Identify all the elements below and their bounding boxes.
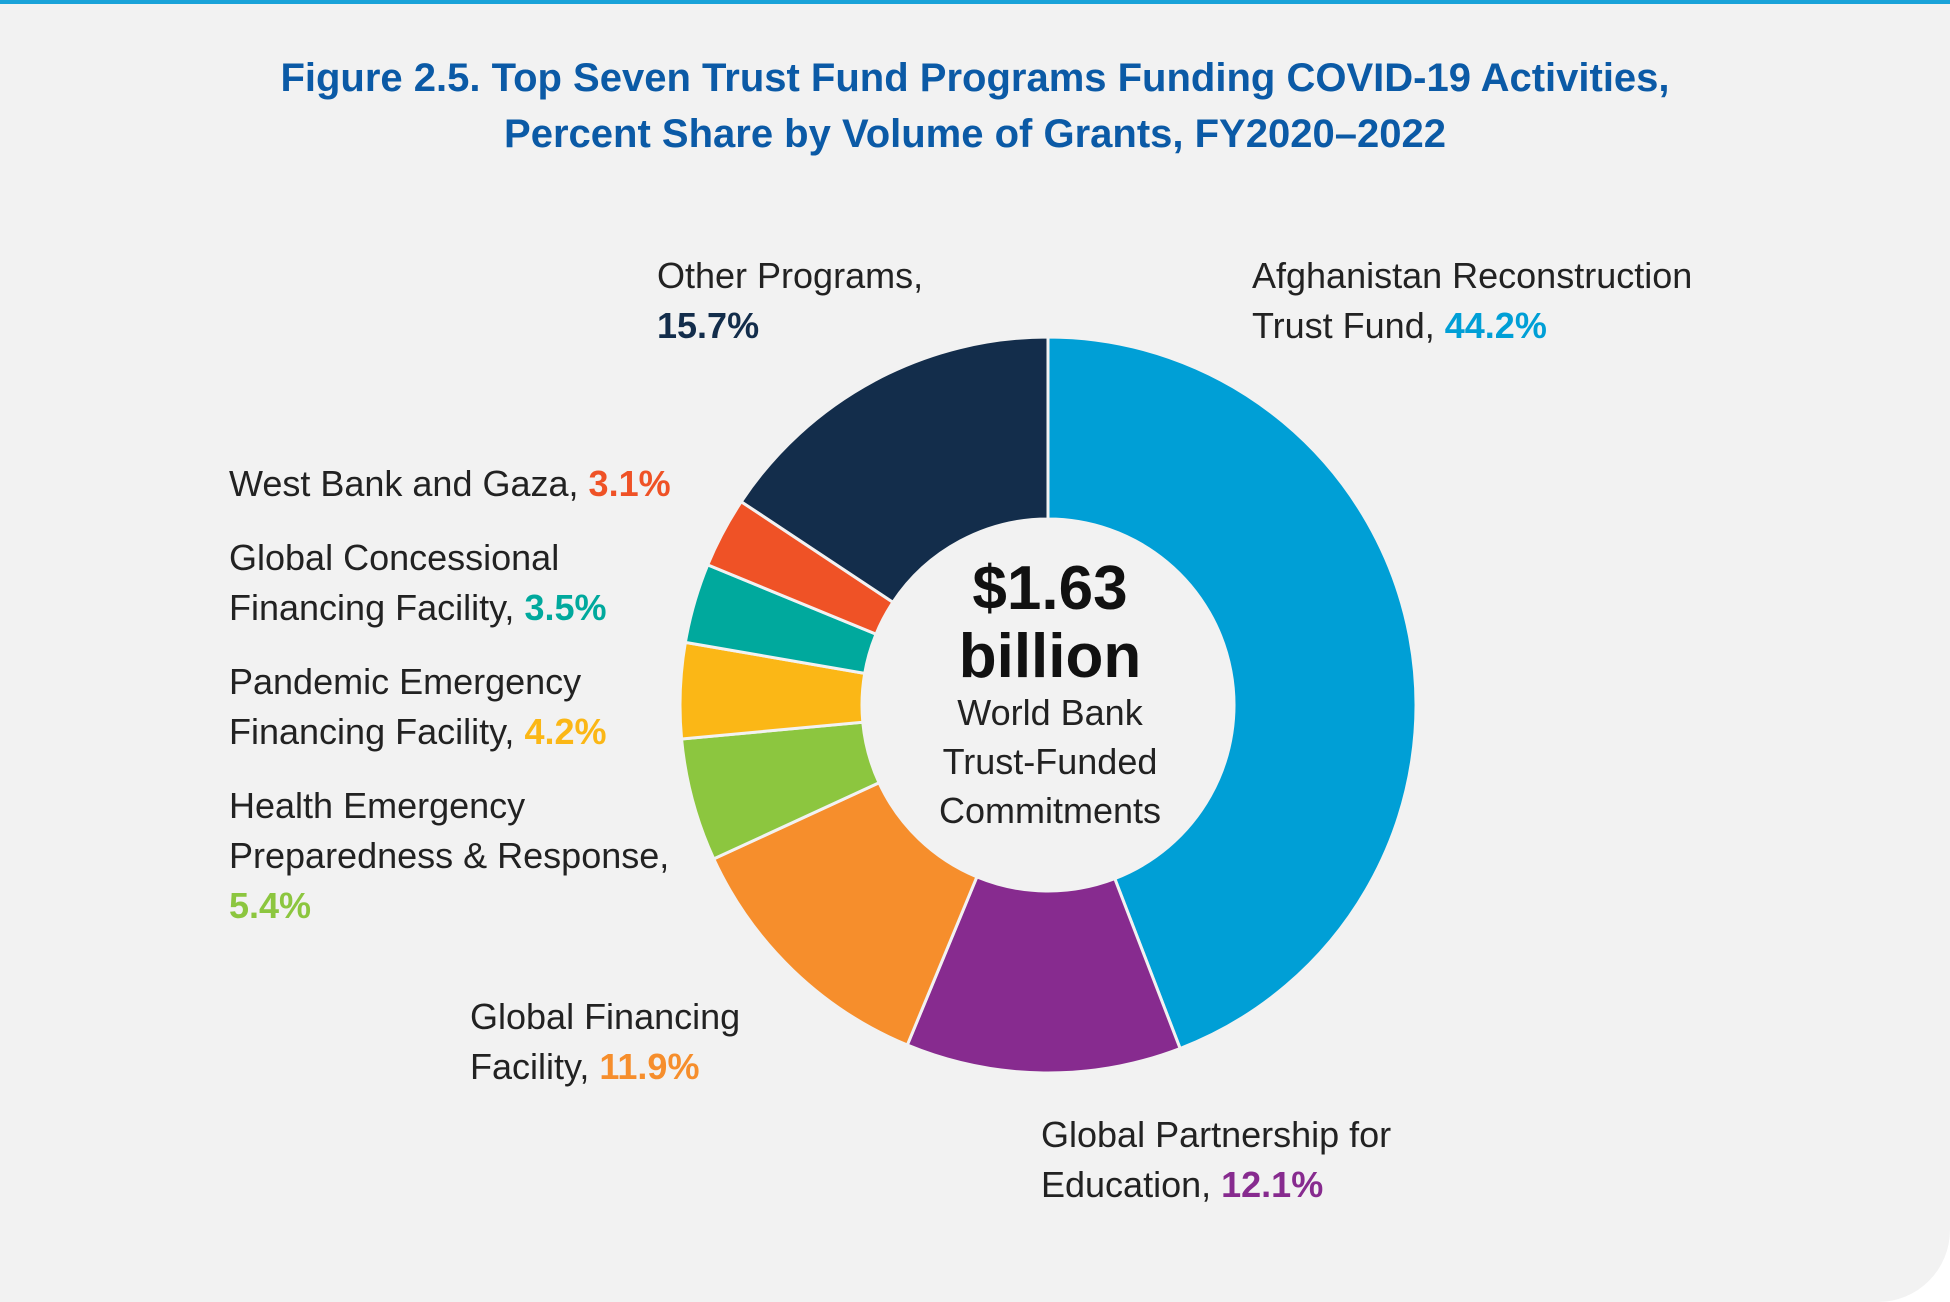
center-amount: $1.63 [972, 554, 1128, 623]
slice-label-other-programs: Other Programs, 15.7% [657, 251, 923, 351]
slice-label-global-financing-facility: Global Financing Facility, 11.9% [470, 996, 741, 1087]
slice-label-health-emergency-preparedness-response: Health Emergency Preparedness & Response… [229, 781, 669, 931]
donut-slice-1 [905, 874, 1183, 1075]
slice-value-label: 5.4% [229, 885, 312, 926]
donut-chart [678, 335, 1418, 1075]
center-caption-line-3: Commitments [938, 790, 1162, 831]
center-caption-line-1: World Bank [957, 692, 1143, 733]
slice-label-global-concessional-financing-facility: Global Concessional Financing Facility, … [229, 537, 607, 628]
slice-label-global-partnership-for-education: Global Partnership for Education, 12.1% [1041, 1114, 1392, 1205]
chart-title-line-2: Percent Share by Volume of Grants, FY202… [504, 112, 1446, 156]
chart-title-line-1: Figure 2.5. Top Seven Trust Fund Program… [280, 56, 1670, 100]
donut-slice-7 [739, 335, 1050, 605]
slice-label-afghanistan-reconstruction-trust-fund: Afghanistan Reconstruction Trust Fund, 4… [1252, 255, 1693, 346]
slice-value-label: 12.1% [1221, 1164, 1324, 1205]
donut-hole [863, 520, 1233, 890]
slice-value-label: 15.7% [657, 305, 760, 346]
slice-value-label: 11.9% [599, 1046, 700, 1087]
donut-slice-0 [1046, 335, 1418, 1051]
slice-value-label: 3.1% [588, 463, 671, 504]
slice-value-label: 44.2% [1444, 305, 1547, 346]
slice-label-west-bank-and-gaza: West Bank and Gaza, 3.1% [229, 463, 671, 504]
center-unit: billion [958, 622, 1142, 691]
center-caption-line-2: Trust-Funded [942, 741, 1158, 782]
slice-label-pandemic-emergency-financing-facility: Pandemic Emergency Financing Facility, 4… [229, 661, 607, 752]
donut-slice-2 [711, 780, 979, 1048]
slice-value-label: 3.5% [524, 587, 607, 628]
slice-value-label: 4.2% [524, 711, 607, 752]
